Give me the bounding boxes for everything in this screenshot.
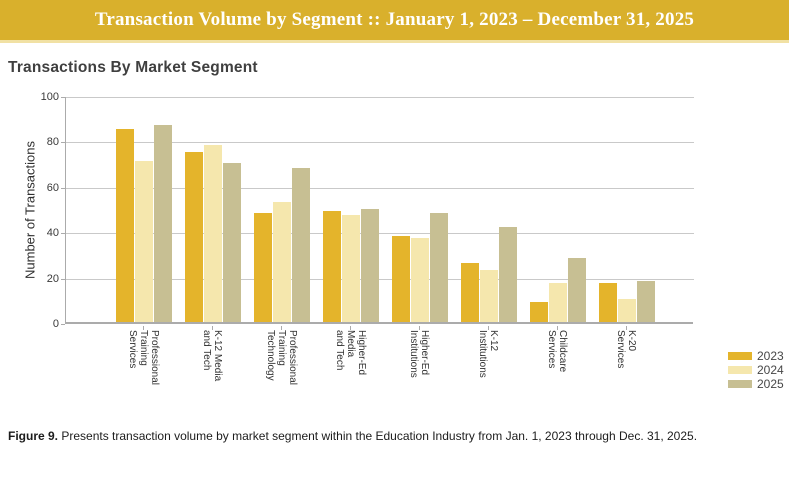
y-axis-title: Number of Transactions [22, 140, 38, 280]
legend-label: 2023 [757, 349, 784, 363]
y-tick-label: 20 [46, 272, 59, 285]
gridline [66, 187, 694, 189]
x-tick-mark [488, 326, 489, 330]
y-tick-label: 0 [52, 318, 59, 330]
legend-item-2024: 2024 [728, 363, 784, 377]
x-tick-label: K-12 Media and Tech [201, 330, 223, 382]
y-tick-label: 100 [40, 91, 59, 103]
bar-2024 [549, 283, 567, 322]
x-tick-mark [626, 326, 627, 330]
y-tick-mark [61, 187, 65, 189]
x-tick-label: Higher-Ed Media and Tech [333, 330, 367, 376]
header-banner: Transaction Volume by Segment :: January… [0, 0, 789, 43]
legend-swatch [728, 380, 752, 388]
legend-label: 2025 [757, 377, 784, 391]
x-tick-mark [419, 326, 420, 330]
x-tick-label: Childcare Services [546, 330, 568, 373]
x-tick-mark [557, 326, 558, 330]
figure-caption-text: Presents transaction volume by market se… [61, 429, 698, 443]
x-tick-label: K-12 Institutions [477, 330, 499, 378]
bar-2025 [637, 281, 655, 322]
gridline [66, 97, 694, 98]
x-tick-label: Professional Training Technology [264, 330, 298, 386]
figure-caption-label: Figure 9. [8, 429, 59, 443]
gridline [66, 278, 694, 280]
bar-2024 [135, 160, 153, 322]
x-tick-label: K-20 Services [615, 330, 637, 369]
bar-2025 [568, 258, 586, 322]
legend-item-2023: 2023 [728, 349, 784, 363]
bar-2025 [154, 124, 172, 322]
bar-2024 [411, 238, 429, 322]
bar-2024 [342, 215, 360, 322]
x-tick-mark [350, 326, 351, 330]
bar-2023 [323, 210, 341, 322]
legend-swatch [728, 366, 752, 374]
bar-2025 [499, 226, 517, 322]
y-tick-mark [61, 233, 65, 235]
gridline [66, 233, 694, 235]
bar-2023 [116, 129, 134, 322]
y-tick-mark [61, 97, 65, 98]
plot-area [65, 97, 694, 324]
legend: 2023 2024 2025 [728, 349, 784, 394]
x-tick-mark [212, 326, 213, 330]
legend-item-2025: 2025 [728, 377, 784, 391]
y-tick-mark [61, 142, 65, 144]
x-tick-mark [143, 326, 144, 330]
y-tick-label: 60 [46, 181, 59, 194]
bar-2024 [480, 269, 498, 322]
bar-2023 [461, 262, 479, 322]
bar-2023 [254, 213, 272, 322]
bar-2023 [599, 283, 617, 322]
chart-title: Transactions By Market Segment [8, 59, 258, 76]
x-tick-label: Higher-Ed Institutions [408, 330, 430, 378]
y-tick-mark [61, 278, 65, 280]
legend-swatch [728, 352, 752, 360]
bar-2023 [530, 301, 548, 322]
bar-2024 [618, 299, 636, 322]
bar-2025 [430, 213, 448, 322]
bar-2023 [392, 235, 410, 322]
gridline [66, 142, 694, 144]
figure-caption: Figure 9. Presents transaction volume by… [8, 429, 778, 443]
y-tick-label: 80 [46, 136, 59, 149]
bar-2025 [292, 167, 310, 322]
bar-2025 [361, 208, 379, 322]
bar-2024 [273, 201, 291, 322]
bar-2023 [185, 151, 203, 322]
x-tick-mark [281, 326, 282, 330]
y-tick-label: 40 [46, 227, 59, 240]
bar-2025 [223, 163, 241, 322]
bar-2024 [204, 144, 222, 322]
legend-label: 2024 [757, 363, 784, 377]
banner-title: Transaction Volume by Segment :: January… [94, 9, 695, 30]
x-tick-label: Professional Training Services [126, 330, 160, 386]
y-tick-mark [61, 324, 65, 325]
